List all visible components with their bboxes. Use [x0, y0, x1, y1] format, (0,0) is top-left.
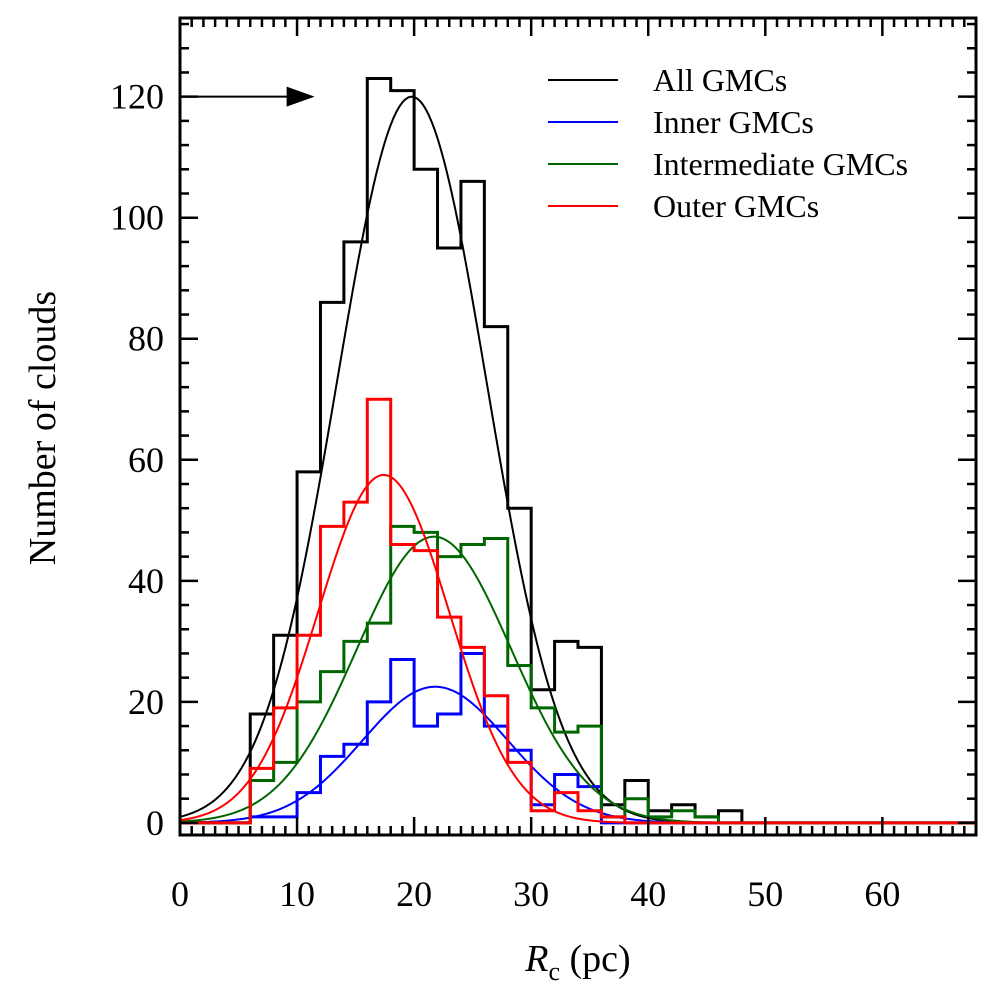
legend-label: Inner GMCs	[653, 104, 814, 140]
legend-label: Intermediate GMCs	[653, 146, 908, 182]
series-outer-gmcs	[179, 397, 976, 825]
x-tick-label: 0	[171, 874, 189, 914]
y-tick-label: 60	[128, 440, 164, 480]
x-tick-label: 20	[396, 874, 432, 914]
y-tick-label: 120	[110, 77, 164, 117]
y-tick-label: 20	[128, 682, 164, 722]
gauss-fit-outer-gmcs	[179, 473, 976, 824]
y-tick-label: 100	[110, 198, 164, 238]
x-axis-title-sub: c	[548, 957, 560, 986]
plot-frame	[178, 16, 978, 837]
y-tick-label: 40	[128, 561, 164, 601]
legend-label: All GMCs	[653, 62, 787, 98]
histogram-all-gmcs	[180, 77, 976, 825]
legend: All GMCs Inner GMCs Intermediate GMCs Outer…	[548, 62, 908, 224]
y-tick-label: 80	[128, 319, 164, 359]
legend-label: Outer GMCs	[653, 188, 819, 224]
x-tick-label: 60	[864, 874, 900, 914]
x-tick-label: 10	[279, 874, 315, 914]
x-tick-label: 50	[747, 874, 783, 914]
y-tick-label: 0	[146, 803, 164, 843]
plot-area	[179, 77, 976, 825]
x-axis-title-unit: (pc)	[560, 938, 631, 980]
series-all-gmcs	[179, 77, 976, 825]
x-tick-label: 40	[630, 874, 666, 914]
x-axis-title: Rc (pc)	[524, 938, 630, 986]
x-tick-label: 30	[513, 874, 549, 914]
arrow-head	[286, 86, 315, 107]
x-axis-title-main: R	[524, 938, 548, 980]
y-axis-title: Number of clouds	[22, 291, 64, 565]
